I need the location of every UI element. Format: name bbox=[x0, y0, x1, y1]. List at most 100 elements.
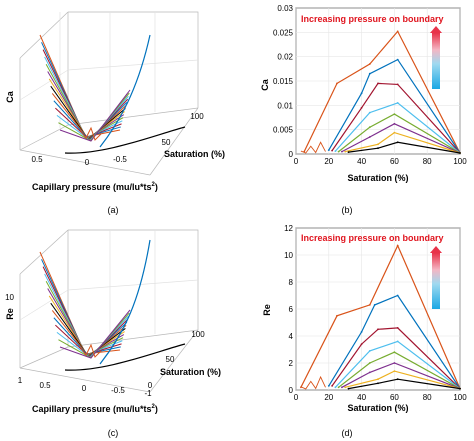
panel-c-x-tick: 0 bbox=[82, 384, 87, 393]
d-data-point bbox=[368, 362, 371, 364]
b-data-point bbox=[327, 149, 330, 152]
d-data-point bbox=[334, 386, 337, 389]
d-data-point bbox=[459, 387, 461, 390]
d-data-point bbox=[396, 294, 399, 297]
b-noise-trace bbox=[300, 141, 326, 154]
b-series-line bbox=[341, 123, 461, 154]
curves-a-base-curve bbox=[64, 126, 186, 154]
b-y-tick-label: 0.025 bbox=[273, 28, 294, 37]
panel-d-y-label: Re bbox=[262, 304, 272, 316]
curves-a-main-curve bbox=[99, 34, 151, 148]
b-data-point bbox=[393, 122, 396, 125]
d-data-point bbox=[373, 304, 376, 306]
panel-c-x-tick: -0.5 bbox=[111, 386, 125, 395]
b-data-point bbox=[377, 82, 379, 85]
b-data-point bbox=[459, 152, 461, 154]
d-series-line bbox=[334, 340, 461, 390]
d-y-tick-label: 0 bbox=[289, 386, 294, 395]
panel-a-caption: (a) bbox=[108, 205, 119, 215]
b-x-tick-label: 80 bbox=[423, 157, 432, 166]
panel-a-y-tick: 50 bbox=[162, 138, 171, 147]
panel-d-caption: (d) bbox=[342, 428, 353, 438]
curves-c-curve bbox=[59, 309, 131, 359]
d-data-point bbox=[377, 378, 379, 381]
b-data-point bbox=[334, 150, 337, 153]
curves-a-noise-curve bbox=[79, 126, 102, 141]
d-x-tick-label: 100 bbox=[453, 393, 467, 402]
b-data-point bbox=[396, 102, 399, 104]
b-data-point bbox=[337, 150, 340, 153]
panel-a-x-tick: 0.5 bbox=[31, 155, 43, 164]
panel-c-z-tick: 10 bbox=[5, 293, 14, 302]
d-data-point bbox=[396, 340, 399, 343]
d-data-point bbox=[368, 350, 371, 352]
d-data-point bbox=[337, 386, 340, 389]
d-data-point bbox=[377, 382, 379, 385]
curves-a-curve bbox=[59, 89, 131, 142]
d-data-point bbox=[396, 378, 399, 381]
curves-c-curve bbox=[44, 273, 123, 356]
panel-d-x-label: Saturation (%) bbox=[347, 403, 408, 413]
panel-a-x-tick: 0 bbox=[85, 158, 90, 167]
panel-b-caption: (b) bbox=[342, 205, 353, 215]
d-x-tick-label: 20 bbox=[324, 393, 333, 402]
panel-c-x-tick: 1 bbox=[18, 376, 23, 385]
b-y-tick-label: 0.005 bbox=[273, 126, 294, 135]
d-data-point bbox=[393, 351, 396, 354]
d-noise-trace bbox=[300, 375, 326, 390]
pressure-gradient-arrow bbox=[430, 246, 442, 309]
d-data-point bbox=[344, 386, 347, 389]
panel-c-box bbox=[19, 229, 199, 393]
panel-d: 0 20 40 60 80 100 0 2 4 6 8 10 12 Increasing pressur… bbox=[262, 224, 467, 438]
panel-a-surface-curves bbox=[39, 34, 186, 154]
d-y-tick-label: 8 bbox=[289, 278, 294, 287]
panel-b-y-label: Ca bbox=[260, 78, 270, 90]
panel-c-y-label: Saturation (%) bbox=[160, 367, 221, 377]
panel-b-series bbox=[300, 30, 461, 154]
d-y-tick-label: 4 bbox=[289, 332, 294, 341]
panel-c: Re 10 1 0.5 0 -0.5 -1 0 50 100 Saturatio… bbox=[5, 229, 221, 438]
d-data-point bbox=[336, 314, 338, 317]
b-data-point bbox=[368, 126, 371, 129]
panel-c-x-tick: 0.5 bbox=[39, 381, 51, 390]
d-y-tick-label: 2 bbox=[289, 359, 294, 368]
d-data-point bbox=[347, 387, 350, 390]
d-series-line bbox=[345, 370, 461, 390]
d-data-point bbox=[396, 327, 399, 329]
panel-a-y-label: Saturation (%) bbox=[164, 149, 225, 159]
d-data-point bbox=[341, 386, 343, 389]
panel-b-ticks: 0 20 40 60 80 100 0 0.005 0.01 0.015 0.02 0.025 0.03 bbox=[273, 4, 467, 166]
panel-d-ticks: 0 20 40 60 80 100 0 2 4 6 8 10 12 bbox=[284, 224, 467, 402]
d-data-point bbox=[393, 362, 396, 364]
d-y-tick-label: 10 bbox=[284, 251, 293, 260]
b-data-point bbox=[368, 63, 371, 65]
panel-b-annotation: Increasing pressure on boundary bbox=[301, 14, 444, 24]
b-series-line bbox=[348, 141, 461, 154]
curves-c-base-curve bbox=[64, 343, 186, 371]
b-x-tick-label: 40 bbox=[357, 157, 366, 166]
b-x-tick-label: 20 bbox=[324, 157, 333, 166]
b-data-point bbox=[347, 151, 350, 154]
panel-c-x-label: Capillary pressure (mu/lu*ts2) bbox=[32, 404, 158, 414]
b-y-tick-label: 0 bbox=[289, 150, 294, 159]
b-y-tick-label: 0.01 bbox=[277, 101, 293, 110]
d-y-tick-label: 12 bbox=[284, 224, 293, 233]
pressure-gradient-arrow bbox=[430, 26, 442, 89]
b-data-point bbox=[393, 113, 396, 115]
b-data-point bbox=[393, 131, 396, 134]
b-data-point bbox=[396, 141, 399, 144]
d-series-line bbox=[348, 378, 461, 390]
d-data-point bbox=[368, 304, 371, 306]
d-data-point bbox=[360, 331, 363, 333]
panel-d-gridlines bbox=[295, 227, 461, 391]
panel-c-y-tick: 50 bbox=[166, 355, 175, 364]
b-data-point bbox=[396, 58, 399, 61]
d-series-line bbox=[338, 351, 461, 390]
b-data-point bbox=[360, 106, 363, 109]
d-data-point bbox=[368, 371, 371, 374]
d-data-point bbox=[377, 328, 379, 331]
b-data-point bbox=[368, 72, 371, 75]
panel-a-z-label: Ca bbox=[5, 90, 15, 102]
panel-a: Ca 0.5 0 -0.5 50 100 Saturation (%) Capi… bbox=[5, 11, 225, 215]
